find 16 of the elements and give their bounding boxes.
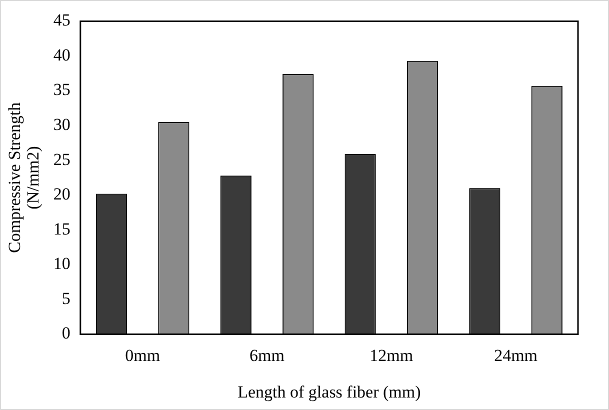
y-tick-label: 35 <box>53 80 70 100</box>
y-tick-label: 0 <box>62 324 70 343</box>
y-tick-label: 20 <box>53 184 70 204</box>
y-tick-label: 15 <box>53 219 70 238</box>
y-axis-title: Compressive Strength (N/mm2) <box>4 102 43 254</box>
x-tick-label: 6mm <box>250 346 284 365</box>
y-tick-label: 25 <box>53 150 70 169</box>
y-tick-label: 30 <box>53 115 70 134</box>
x-axis-title: Length of glass fiber (mm) <box>238 382 421 402</box>
y-tick-label: 10 <box>53 254 70 274</box>
y-tick-label: 45 <box>53 10 70 30</box>
y-tick-label: 5 <box>62 288 70 308</box>
x-tick-label: 24mm <box>494 346 538 365</box>
y-tick-label: 40 <box>53 45 70 64</box>
x-tick-label: 0mm <box>125 346 160 365</box>
x-tick-label: 12mm <box>370 346 414 365</box>
